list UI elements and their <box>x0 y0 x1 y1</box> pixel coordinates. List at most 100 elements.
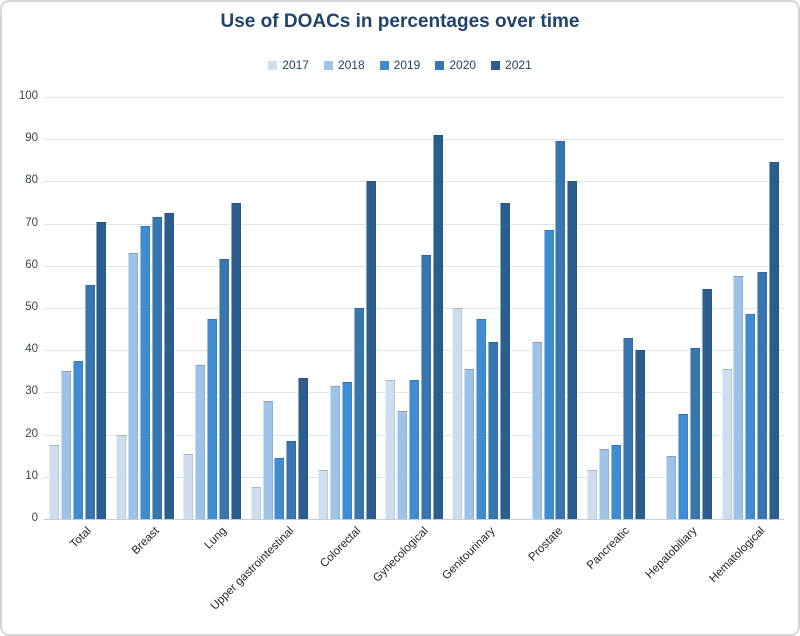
gridline-60 <box>44 265 784 267</box>
bar-hematological-2020 <box>757 272 768 519</box>
legend-item-2021: 2021 <box>491 58 532 72</box>
legend-label: 2020 <box>449 58 477 72</box>
legend-swatch-2017 <box>268 60 278 70</box>
bar-colorectal-2021 <box>365 181 376 519</box>
bar-lung-2021 <box>230 202 241 519</box>
bar-colorectal-2020 <box>353 308 364 519</box>
bar-genitourinary-2021 <box>500 202 511 519</box>
bar-genitourinary-2020 <box>488 341 499 519</box>
bar-lung-2018 <box>195 364 206 519</box>
y-axis-tick-label-90: 90 <box>25 132 38 145</box>
bar-breast-2019 <box>139 225 150 519</box>
chart-title: Use of DOACs in percentages over time <box>220 11 580 32</box>
y-axis-tick-label-0: 0 <box>31 512 38 524</box>
bar-hepatobiliary-2021 <box>701 289 712 519</box>
bar-genitourinary-2018 <box>464 369 475 519</box>
legend-item-2020: 2020 <box>435 58 476 72</box>
bar-breast-2020 <box>151 217 162 519</box>
gridline-40 <box>44 350 784 352</box>
bar-breast-2021 <box>163 213 174 519</box>
bar-hepatobiliary-2019 <box>678 413 689 519</box>
bar-hematological-2018 <box>733 276 744 519</box>
legend-label: 2019 <box>393 58 421 72</box>
legend-item-2019: 2019 <box>379 58 421 72</box>
bar-pancreatic-2020 <box>622 337 633 519</box>
bar-pancreatic-2018 <box>598 449 609 519</box>
bar-genitourinary-2017 <box>452 308 463 519</box>
x-axis-category-label-hematological: Hematological <box>706 525 767 586</box>
bar-gynecological-2018 <box>397 411 408 519</box>
bar-prostate-2021 <box>567 181 578 519</box>
bar-total-2021 <box>96 221 107 519</box>
x-axis-category-label-prostate: Prostate <box>526 525 566 564</box>
bar-total-2018 <box>60 371 71 519</box>
x-axis-category-label-hepatobiliary: Hepatobiliary <box>643 525 700 581</box>
legend-swatch-2020 <box>435 60 445 70</box>
bar-colorectal-2018 <box>329 386 340 519</box>
legend-swatch-2019 <box>379 60 389 70</box>
gridline-90 <box>44 139 784 141</box>
bar-hepatobiliary-2020 <box>689 348 700 519</box>
legend-item-2018: 2018 <box>323 58 365 72</box>
bar-hematological-2019 <box>745 314 756 519</box>
bar-hepatobiliary-2018 <box>666 455 677 519</box>
bar-gynecological-2017 <box>385 379 396 519</box>
y-axis-tick-label-60: 60 <box>25 258 38 271</box>
gridline-80 <box>44 181 784 183</box>
bar-prostate-2020 <box>555 141 566 519</box>
bar-gynecological-2020 <box>420 255 431 519</box>
x-axis-category-label-total: Total <box>68 525 95 551</box>
x-axis-category-label-colorectal: Colorectal <box>318 525 364 571</box>
bar-total-2019 <box>72 360 83 519</box>
bar-upper-gastrointestinal-2021 <box>298 377 309 519</box>
y-axis-tick-label-50: 50 <box>25 301 38 313</box>
bar-prostate-2019 <box>543 229 554 519</box>
bar-pancreatic-2021 <box>634 350 645 519</box>
bar-hematological-2021 <box>769 162 780 519</box>
bar-genitourinary-2019 <box>476 318 487 519</box>
x-axis-category-label-breast: Breast <box>129 525 162 557</box>
bar-total-2020 <box>84 284 95 519</box>
x-axis-category-label-genitourinary: Genitourinary <box>440 525 498 583</box>
y-axis-tick-label-70: 70 <box>25 216 38 229</box>
bar-breast-2018 <box>128 253 138 519</box>
legend-item-2017: 2017 <box>268 58 309 72</box>
chart-legend: 2017 2018 2019 2020 2021 <box>2 58 798 72</box>
bar-colorectal-2019 <box>341 381 352 519</box>
y-axis-tick-label-10: 10 <box>25 469 38 482</box>
legend-label: 2021 <box>505 58 532 72</box>
legend-label: 2017 <box>282 58 309 72</box>
bar-upper-gastrointestinal-2018 <box>262 400 273 519</box>
y-axis-tick-label-80: 80 <box>25 174 38 187</box>
x-axis-category-label-gynecological: Gynecological <box>370 525 431 585</box>
legend-label: 2018 <box>337 58 365 72</box>
y-axis-tick-label-20: 20 <box>25 427 38 440</box>
x-axis-line <box>44 519 784 520</box>
legend-swatch-2021 <box>491 60 501 70</box>
bar-prostate-2018 <box>531 341 542 519</box>
bar-total-2017 <box>48 445 59 519</box>
gridline-50 <box>44 308 784 309</box>
y-axis-tick-label-30: 30 <box>25 385 38 398</box>
bar-pancreatic-2019 <box>610 445 621 519</box>
bar-upper-gastrointestinal-2019 <box>274 457 285 519</box>
bar-pancreatic-2017 <box>587 470 598 519</box>
bar-lung-2020 <box>219 259 230 519</box>
bar-hematological-2017 <box>721 369 732 519</box>
y-axis-tick-label-40: 40 <box>25 343 38 356</box>
x-axis-category-label-lung: Lung <box>202 525 229 552</box>
bar-lung-2017 <box>183 453 194 519</box>
bar-gynecological-2021 <box>432 134 443 519</box>
bar-gynecological-2019 <box>409 379 419 519</box>
legend-swatch-2018 <box>323 60 333 70</box>
y-axis-tick-label-100: 100 <box>18 90 38 102</box>
bar-upper-gastrointestinal-2017 <box>250 487 261 519</box>
bar-breast-2017 <box>116 434 127 519</box>
plot-area <box>44 97 784 520</box>
bar-lung-2019 <box>207 318 218 519</box>
gridline-100 <box>44 97 784 98</box>
bar-colorectal-2017 <box>317 470 328 519</box>
x-axis-category-label-pancreatic: Pancreatic <box>585 525 633 572</box>
